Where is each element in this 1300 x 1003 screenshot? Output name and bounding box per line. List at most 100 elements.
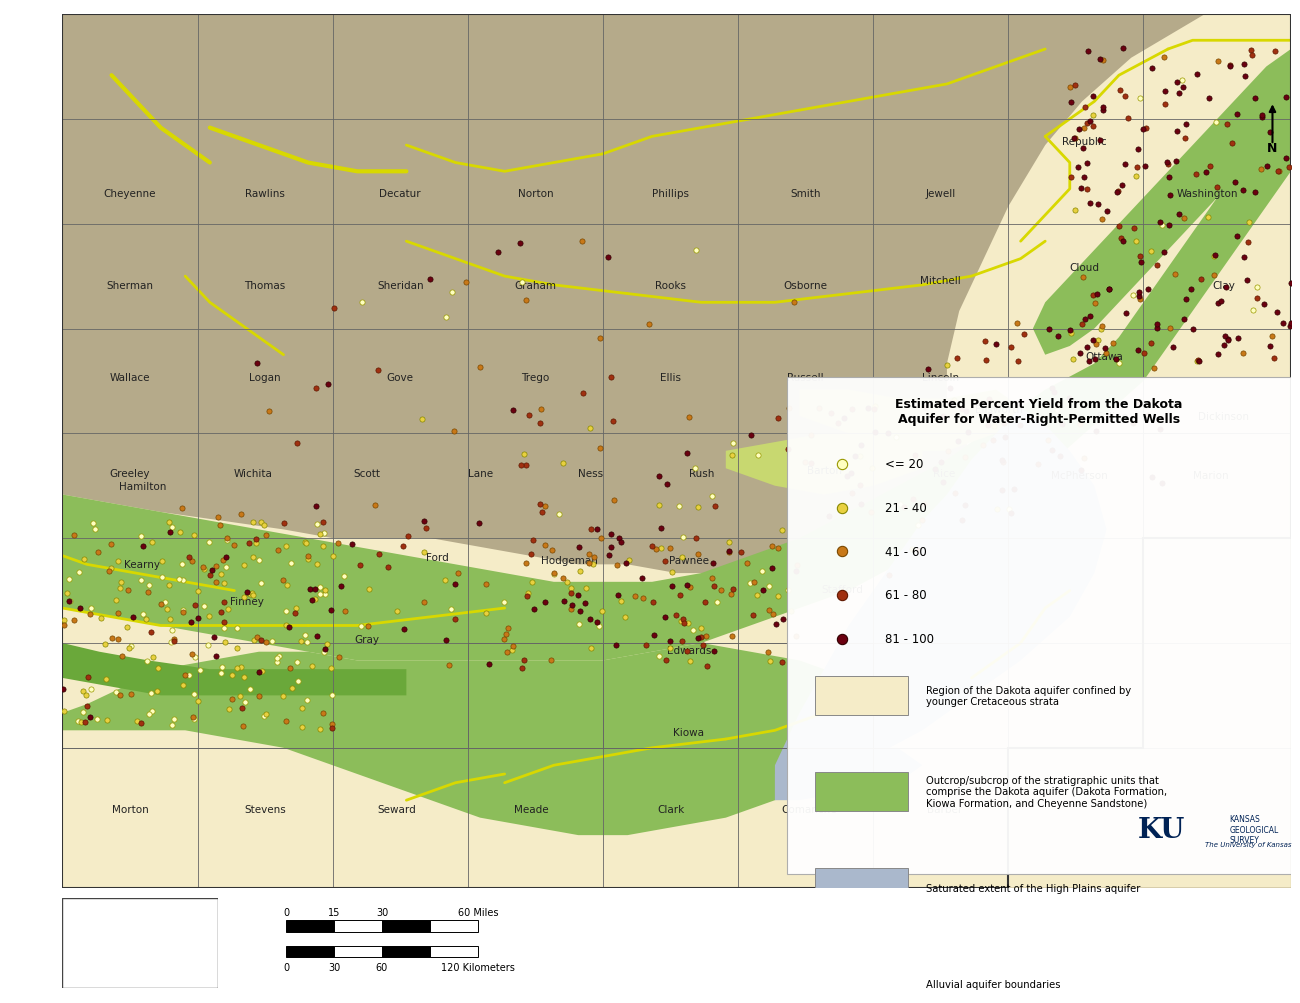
- Point: [211, 604, 231, 620]
- Point: [1169, 208, 1190, 224]
- Point: [183, 711, 204, 727]
- Point: [837, 468, 858, 484]
- Point: [307, 628, 328, 644]
- Point: [105, 684, 126, 700]
- Point: [1256, 158, 1277, 175]
- Point: [239, 536, 260, 552]
- Point: [334, 603, 355, 619]
- Point: [306, 498, 326, 515]
- Point: [1102, 336, 1123, 352]
- Point: [747, 448, 768, 464]
- Point: [202, 563, 222, 579]
- Point: [1169, 86, 1190, 102]
- Point: [1245, 90, 1266, 106]
- Point: [233, 718, 254, 734]
- Point: [690, 629, 711, 645]
- Point: [1197, 210, 1218, 226]
- Point: [101, 561, 122, 577]
- Text: Ellsworth: Ellsworth: [975, 404, 1023, 414]
- Point: [707, 595, 728, 611]
- Point: [194, 562, 214, 578]
- Point: [832, 588, 853, 604]
- Point: [226, 620, 247, 636]
- Point: [835, 410, 855, 426]
- Point: [312, 706, 333, 722]
- Point: [649, 497, 670, 514]
- Point: [857, 401, 878, 417]
- Point: [1166, 154, 1187, 171]
- Point: [183, 528, 204, 544]
- Point: [1242, 48, 1262, 64]
- Text: 30: 30: [376, 908, 389, 918]
- Point: [1239, 215, 1260, 231]
- Point: [1128, 343, 1149, 359]
- Point: [1106, 185, 1127, 201]
- Point: [79, 709, 100, 725]
- Point: [1183, 322, 1204, 338]
- Text: Smith: Smith: [790, 189, 820, 199]
- Point: [164, 632, 185, 648]
- Point: [1061, 170, 1082, 186]
- Point: [1128, 289, 1149, 305]
- Point: [101, 631, 122, 647]
- Point: [1130, 395, 1150, 411]
- Point: [183, 709, 204, 725]
- Point: [515, 556, 536, 572]
- Point: [679, 410, 699, 426]
- Point: [786, 629, 807, 645]
- Point: [1158, 157, 1179, 174]
- Point: [237, 584, 257, 600]
- Point: [1232, 345, 1253, 361]
- Point: [1253, 297, 1274, 313]
- Point: [578, 547, 599, 563]
- Point: [411, 411, 432, 427]
- Point: [862, 460, 883, 476]
- Point: [1280, 276, 1300, 292]
- Polygon shape: [1034, 50, 1291, 355]
- Text: Stevens: Stevens: [244, 804, 286, 814]
- Polygon shape: [775, 748, 922, 800]
- Point: [534, 595, 555, 611]
- Point: [603, 413, 624, 429]
- Point: [1092, 212, 1113, 228]
- Point: [589, 330, 610, 346]
- Point: [511, 275, 532, 291]
- Point: [1113, 234, 1134, 250]
- Point: [516, 589, 537, 605]
- Point: [654, 554, 675, 570]
- Point: [1096, 345, 1117, 361]
- Point: [842, 402, 863, 418]
- Point: [1071, 182, 1092, 198]
- Point: [1174, 131, 1195, 147]
- Point: [250, 633, 270, 649]
- Point: [73, 704, 94, 720]
- Text: Scott: Scott: [354, 468, 381, 478]
- Text: Gray: Gray: [355, 634, 380, 644]
- Point: [105, 592, 126, 608]
- Point: [580, 522, 601, 538]
- Text: Clay: Clay: [1212, 281, 1235, 291]
- Point: [1210, 294, 1231, 310]
- Text: Saline: Saline: [1097, 411, 1128, 421]
- Point: [1141, 469, 1162, 485]
- Point: [1126, 169, 1147, 185]
- Point: [1134, 345, 1154, 361]
- Point: [1060, 322, 1080, 338]
- Point: [731, 544, 751, 560]
- Point: [281, 556, 302, 572]
- Point: [688, 546, 709, 562]
- Point: [242, 550, 263, 566]
- Point: [841, 485, 862, 502]
- Point: [1076, 339, 1097, 355]
- Point: [364, 497, 385, 514]
- Point: [511, 457, 532, 473]
- Point: [670, 587, 690, 603]
- Point: [187, 584, 208, 600]
- Point: [138, 706, 159, 722]
- Point: [777, 582, 798, 598]
- Point: [217, 530, 238, 546]
- Point: [78, 670, 99, 686]
- Point: [586, 521, 607, 537]
- Point: [342, 537, 363, 553]
- Point: [1093, 53, 1114, 69]
